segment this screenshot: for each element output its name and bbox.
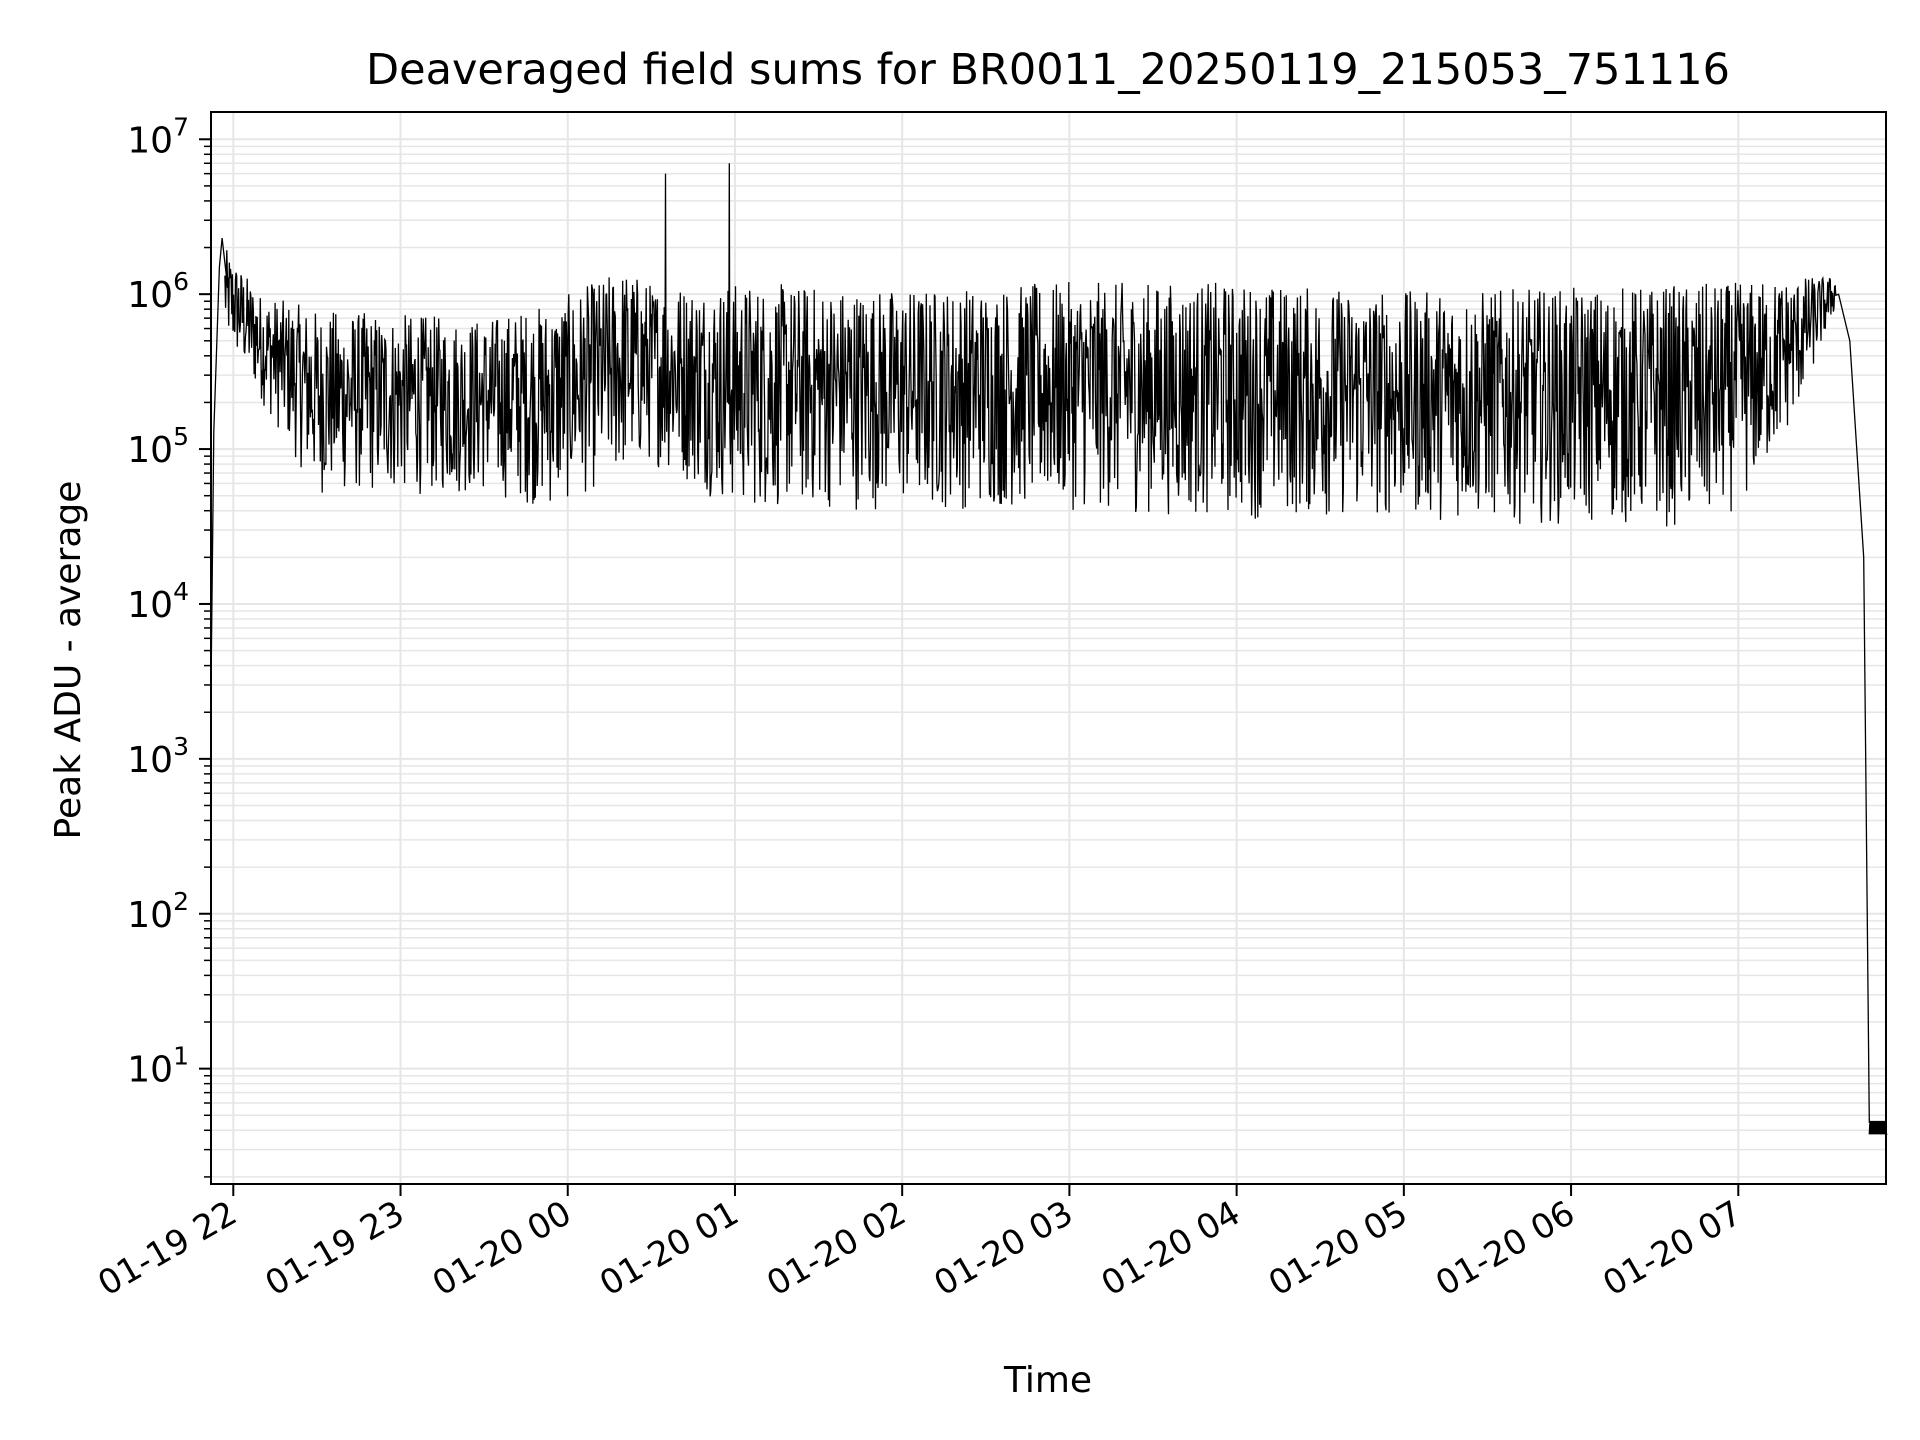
x-tick-label: 01-20 07 bbox=[1596, 1193, 1748, 1304]
x-tick-label: 01-20 01 bbox=[593, 1193, 745, 1304]
x-tick-label: 01-20 05 bbox=[1262, 1193, 1414, 1304]
y-axis-label: Peak ADU - average bbox=[48, 481, 89, 840]
x-tick-label: 01-20 00 bbox=[426, 1193, 578, 1304]
x-tick-label: 01-20 04 bbox=[1095, 1193, 1247, 1304]
x-tick-label: 01-20 06 bbox=[1429, 1193, 1581, 1304]
x-tick-label: 01-19 23 bbox=[259, 1193, 411, 1304]
grid bbox=[211, 112, 1886, 1184]
x-axis-label: Time bbox=[1003, 1360, 1092, 1401]
x-tick-label: 01-20 03 bbox=[928, 1193, 1080, 1304]
x-tick-label: 01-20 02 bbox=[760, 1193, 912, 1304]
series-line-path bbox=[210, 163, 1889, 1135]
y-tick-label: 102 bbox=[127, 887, 189, 936]
y-tick-label: 106 bbox=[127, 267, 189, 316]
chart-title: Deaveraged field sums for BR0011_2025011… bbox=[366, 45, 1730, 95]
series-line bbox=[210, 163, 1889, 1135]
y-tick-label: 103 bbox=[127, 732, 189, 781]
x-tick-label: 01-19 22 bbox=[91, 1193, 243, 1304]
y-tick-label: 105 bbox=[127, 422, 189, 471]
y-tick-label: 101 bbox=[127, 1042, 189, 1091]
y-tick-label: 104 bbox=[127, 577, 189, 626]
plot-frame bbox=[210, 111, 1887, 1185]
y-tick-label: 107 bbox=[127, 112, 189, 161]
